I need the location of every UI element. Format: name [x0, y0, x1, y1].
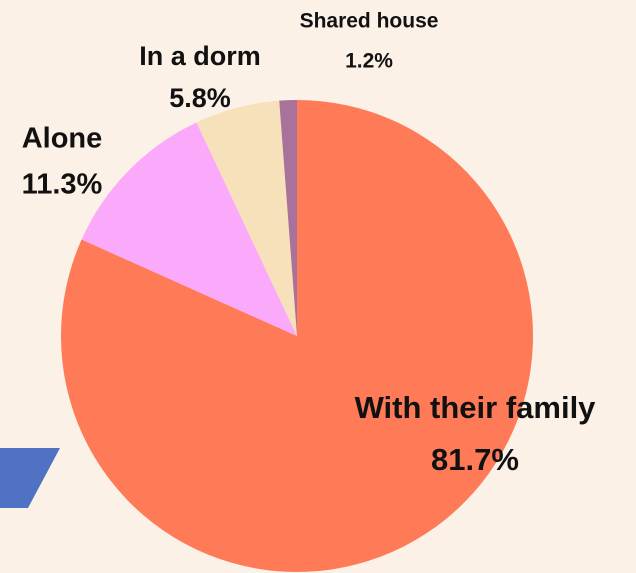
value-label: 1.2%: [345, 50, 393, 73]
slice-label: With their family: [355, 390, 597, 425]
slice-label: Alone: [22, 123, 103, 155]
pie-slice: [60, 100, 533, 572]
slice-label: Shared house: [300, 10, 439, 33]
pie-slice: [279, 100, 297, 336]
pie: [60, 100, 533, 572]
labels: With their family 81.7% Alone 11.3% In a dor…: [22, 10, 597, 478]
slice-label: In a dorm: [139, 41, 261, 71]
pie-slice: [196, 100, 297, 336]
pie-slice: [81, 122, 297, 336]
value-label: 5.8%: [169, 83, 231, 113]
decoration: [0, 448, 60, 508]
value-label: 81.7%: [431, 442, 519, 477]
value-label: 11.3%: [22, 169, 103, 201]
